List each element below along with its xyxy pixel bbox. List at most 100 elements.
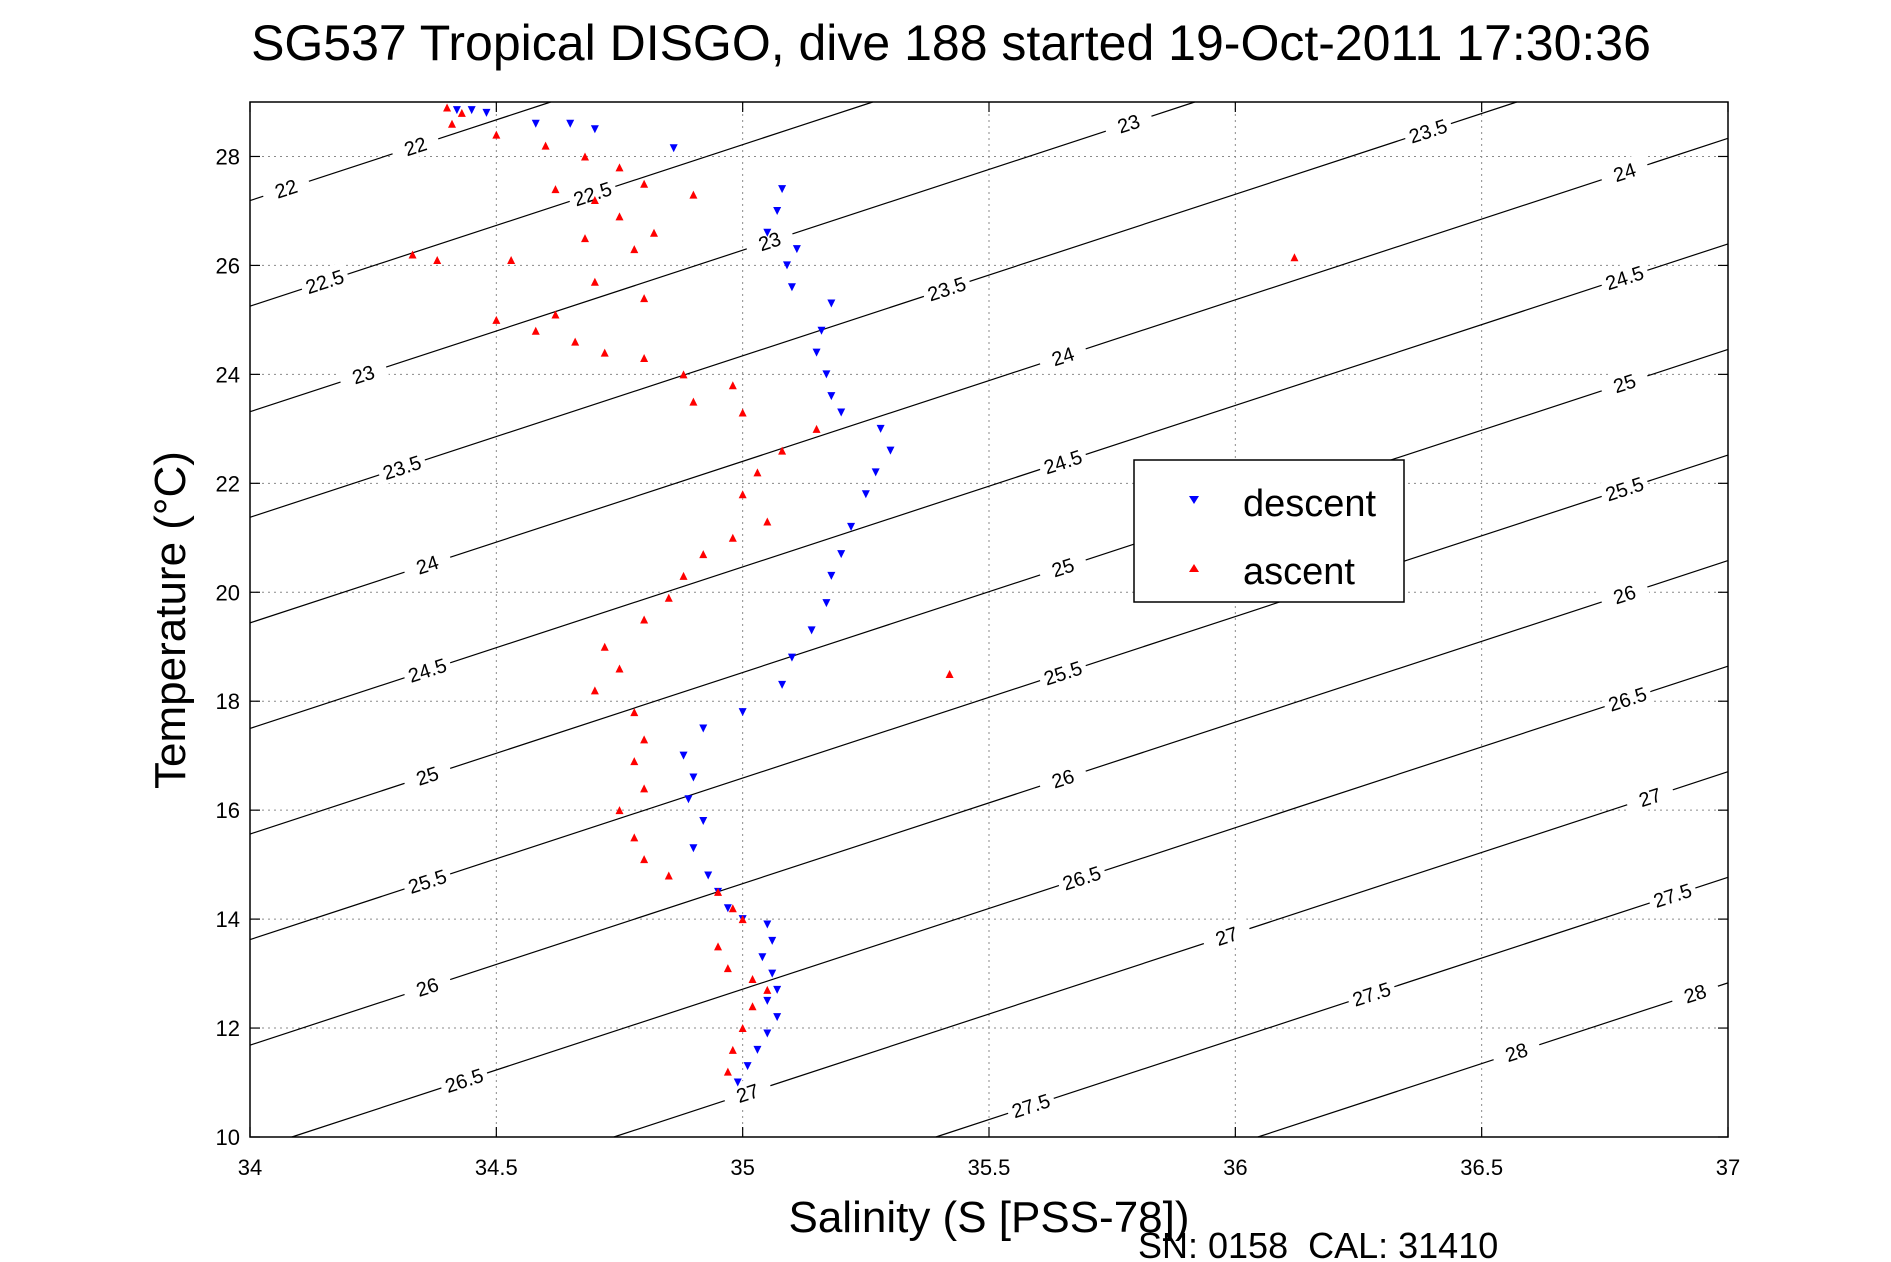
descent-marker xyxy=(827,299,836,308)
descent-marker xyxy=(768,969,777,978)
isopycnal-label-bg xyxy=(1036,547,1090,586)
ascent-marker xyxy=(728,381,737,390)
descent-marker xyxy=(669,144,678,153)
isopycnal-label-bg xyxy=(1036,653,1090,692)
y-tick-label: 14 xyxy=(216,907,240,932)
isopycnal-line xyxy=(613,771,1729,1138)
data-markers xyxy=(408,103,1299,1087)
ascent-marker xyxy=(679,370,688,379)
ascent-marker xyxy=(738,490,747,499)
isopycnal-label-bg xyxy=(1623,777,1677,816)
isopycnal-line xyxy=(249,454,1729,941)
isopycnal-label-bg xyxy=(1597,574,1651,613)
isopycnal-label-bg xyxy=(1036,758,1090,797)
descent-marker xyxy=(566,119,575,128)
y-tick-label: 24 xyxy=(216,362,240,387)
ascent-marker xyxy=(728,533,737,542)
isopycnal-line xyxy=(249,560,1729,1046)
x-tick-label: 37 xyxy=(1716,1155,1740,1180)
isopycnal-line xyxy=(935,876,1729,1138)
ascent-marker xyxy=(507,255,516,264)
isopycnal-label-bg xyxy=(720,1073,774,1112)
y-tick-label: 10 xyxy=(216,1125,240,1150)
ascent-marker xyxy=(457,108,466,117)
legend-descent-label: descent xyxy=(1243,483,1377,525)
y-tick-label: 16 xyxy=(216,798,240,823)
ascent-marker xyxy=(723,1067,732,1076)
ascent-marker xyxy=(714,942,723,951)
descent-marker xyxy=(689,773,698,782)
descent-marker xyxy=(482,108,491,117)
ascent-marker xyxy=(615,212,624,221)
isopycnal-label-bg xyxy=(1600,679,1654,718)
descent-marker xyxy=(763,1029,772,1038)
descent-marker xyxy=(689,844,698,853)
ascent-marker xyxy=(664,593,673,602)
isopycnal-label-bg xyxy=(1489,1032,1543,1071)
ascent-marker xyxy=(408,250,417,259)
ascent-marker xyxy=(738,915,747,924)
ascent-marker xyxy=(590,196,599,205)
descent-marker xyxy=(778,680,787,689)
ascent-marker xyxy=(1290,253,1299,262)
footer-serial-cal: SN: 0158 CAL: 31410 xyxy=(1138,1225,1498,1262)
ascent-marker xyxy=(763,985,772,994)
descent-marker xyxy=(590,125,599,134)
x-tick-labels: 34 34.5 35 35.5 36 36.5 37 xyxy=(238,1155,1740,1180)
descent-marker xyxy=(753,1045,762,1054)
isopycnal-label-bg xyxy=(400,861,454,900)
ascent-marker xyxy=(581,152,590,161)
descent-marker xyxy=(787,283,796,292)
y-tick-label: 20 xyxy=(216,580,240,605)
descent-marker xyxy=(886,446,895,455)
ascent-marker xyxy=(615,163,624,172)
ascent-marker xyxy=(728,904,737,913)
isopycnal-label-bg xyxy=(336,354,390,393)
ascent-marker xyxy=(551,310,560,319)
isopycnal-label-bg xyxy=(1036,336,1090,375)
descent-marker xyxy=(699,724,708,733)
ascent-marker xyxy=(630,833,639,842)
descent-marker xyxy=(861,490,870,499)
ascent-marker xyxy=(590,277,599,286)
isopycnal-label-bg xyxy=(1004,1086,1058,1124)
descent-marker xyxy=(792,245,801,254)
ascent-marker xyxy=(945,669,954,678)
descent-marker xyxy=(822,370,831,379)
x-tick-label: 34.5 xyxy=(475,1155,518,1180)
descent-marker xyxy=(758,953,767,962)
isopycnal-label-bg xyxy=(1645,875,1699,914)
ascent-marker xyxy=(753,468,762,477)
isopycnal-label-bg xyxy=(1597,152,1651,191)
ascent-marker xyxy=(447,119,456,128)
isopycnal-label-bg xyxy=(400,650,454,689)
isopycnal-label-bg xyxy=(1668,973,1722,1012)
x-tick-label: 35.5 xyxy=(968,1155,1011,1180)
descent-marker xyxy=(768,936,777,945)
ascent-marker xyxy=(531,326,540,335)
ascent-marker xyxy=(748,1002,757,1011)
isopycnal-label-bg xyxy=(375,447,429,486)
descent-marker xyxy=(723,904,732,913)
chart-title: SG537 Tropical DISGO, dive 188 started 1… xyxy=(251,15,1651,71)
isopycnal-label-bg xyxy=(388,126,442,165)
ascent-marker xyxy=(615,664,624,673)
ascent-marker xyxy=(590,686,599,695)
descent-marker xyxy=(817,326,826,335)
ascent-marker xyxy=(640,294,649,303)
descent-marker xyxy=(778,185,787,194)
axes-border xyxy=(249,101,1729,1138)
ascent-marker xyxy=(630,757,639,766)
ascent-marker xyxy=(630,708,639,717)
ascent-marker xyxy=(640,855,649,864)
descent-marker xyxy=(733,1078,742,1087)
descent-marker xyxy=(783,261,792,270)
x-tick-label: 34 xyxy=(238,1155,262,1180)
isopycnal-label-bg xyxy=(1597,257,1651,296)
x-tick-label: 36.5 xyxy=(1460,1155,1503,1180)
ascent-marker xyxy=(581,234,590,243)
descent-marker xyxy=(773,1013,782,1022)
isopycnal-label-bg xyxy=(400,756,454,794)
descent-marker xyxy=(743,1062,752,1071)
